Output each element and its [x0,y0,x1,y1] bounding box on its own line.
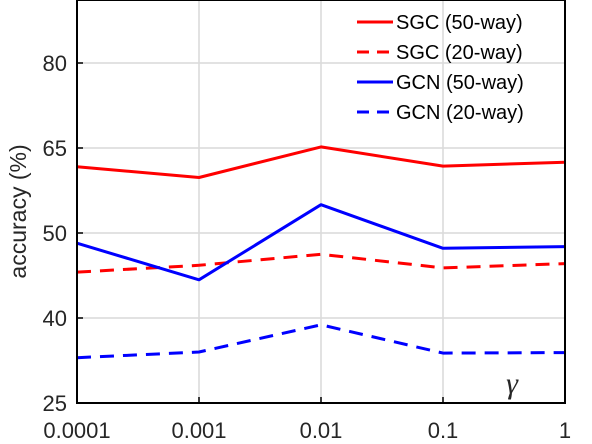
legend: SGC (50-way) SGC (20-way) GCN (50-way) GCN … [357,12,524,124]
y-tick-label: 80 [43,51,67,76]
y-axis-label: accuracy (%) [5,144,31,278]
legend-label: SGC (20-way) [396,42,523,64]
x-tick-label: 1 [559,418,571,443]
x-tick-label: 0.1 [428,418,459,443]
x-tick-labels: 0.0001 0.001 0.01 0.1 1 [43,397,571,443]
x-tick-label: 0.001 [171,418,226,443]
series-line-gcn-20-way [76,323,566,360]
y-tick-label: 25 [43,391,67,416]
series-lines [76,145,566,360]
y-tick-label: 50 [43,221,67,246]
series-line-gcn-50-way [76,203,566,282]
y-tick-labels: 25 40 50 65 80 [43,51,83,416]
y-tick-label: 65 [43,136,67,161]
series-line-sgc-50-way [76,145,566,179]
gamma-annotation: γ [506,367,519,400]
x-tick-label: 0.0001 [43,418,110,443]
legend-label: SGC (50-way) [396,12,523,34]
y-tick-label: 40 [43,306,67,331]
legend-label: GCN (20-way) [396,102,524,124]
legend-label: GCN (50-way) [396,72,524,94]
x-tick-label: 0.01 [300,418,343,443]
